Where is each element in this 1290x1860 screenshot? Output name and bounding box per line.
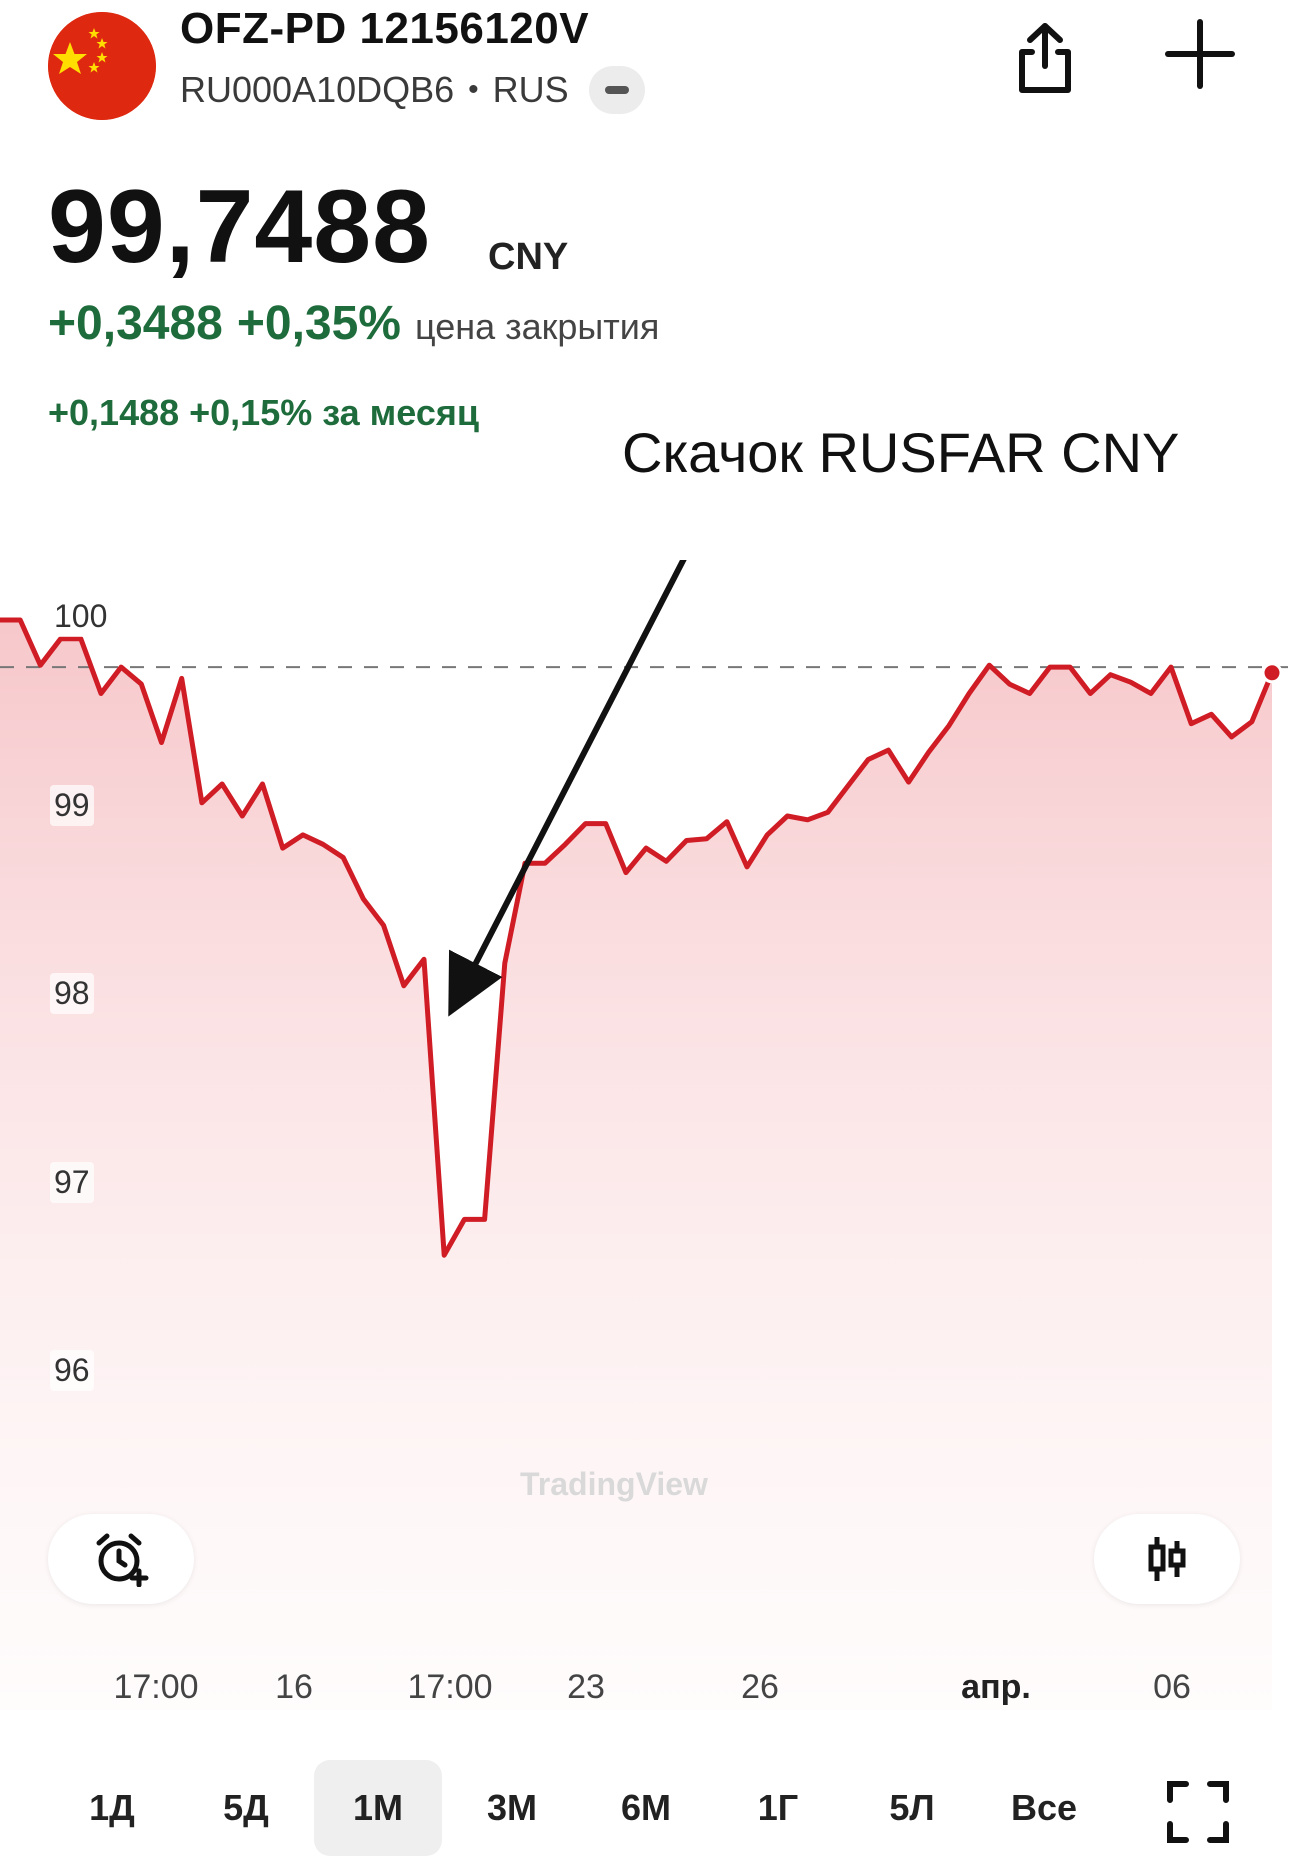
- chart-type-button[interactable]: [1094, 1514, 1240, 1604]
- tradingview-watermark: TradingView: [520, 1466, 708, 1502]
- range-tab[interactable]: 1Г: [757, 1787, 799, 1828]
- range-tab[interactable]: 6М: [620, 1787, 671, 1828]
- last-price-dot: [1261, 662, 1283, 684]
- y-tick-label: 96: [50, 1350, 94, 1391]
- share-icon[interactable]: [1010, 18, 1080, 98]
- range-tab[interactable]: Все: [1010, 1787, 1078, 1828]
- range-tab[interactable]: 5Л: [889, 1787, 935, 1828]
- x-tick-label: 23: [567, 1668, 605, 1706]
- x-tick-label: 17:00: [113, 1668, 199, 1706]
- range-tab[interactable]: 1М: [314, 1760, 442, 1856]
- chart-area-fill: [0, 620, 1272, 1710]
- instrument-title: OFZ-PD 12156120V: [180, 4, 590, 53]
- market-status-badge[interactable]: [588, 66, 645, 114]
- daily-change: +0,3488 +0,35% цена закрытия: [48, 296, 659, 351]
- y-tick-label: 99: [50, 784, 94, 826]
- month-change: +0,1488 +0,15% за месяц: [48, 392, 480, 433]
- x-tick-label: 06: [1153, 1668, 1191, 1706]
- change-absolute: +0,3488: [48, 297, 223, 350]
- x-tick-label: апр.: [961, 1668, 1031, 1706]
- price-chart[interactable]: [0, 560, 1290, 1710]
- exchange-code: RUS: [492, 69, 569, 110]
- separator-dot: •: [468, 73, 479, 106]
- x-tick-label: 26: [741, 1668, 779, 1706]
- range-tab[interactable]: 1Д: [89, 1787, 135, 1828]
- y-tick-label: 97: [50, 1161, 94, 1203]
- annotation-arrow: [448, 560, 687, 1017]
- candlestick-icon: [1148, 1537, 1186, 1581]
- plus-icon[interactable]: [1162, 16, 1238, 92]
- currency-code: CNY: [488, 236, 569, 278]
- y-tick-label: 98: [50, 973, 94, 1014]
- x-tick-label: 17:00: [407, 1668, 493, 1706]
- price-line: [0, 617, 1275, 1258]
- fullscreen-icon[interactable]: [1166, 1780, 1230, 1844]
- change-percent: +0,35%: [236, 297, 401, 350]
- change-label: цена закрытия: [414, 306, 660, 347]
- time-range-bar: 1Д 5Д 1М 3М 6М 1Г 5Л Все: [0, 1760, 1290, 1860]
- range-tab[interactable]: 3М: [486, 1787, 537, 1828]
- y-tick-label: 100: [50, 596, 112, 637]
- isin-code: RU000A10DQB6: [180, 69, 455, 110]
- x-tick-label: 16: [275, 1668, 313, 1706]
- range-tab[interactable]: 5Д: [223, 1787, 269, 1828]
- alarm-plus-icon: [96, 1533, 149, 1587]
- annotation-text: Скачок RUSFAR CNY: [622, 421, 1180, 484]
- current-price: 99,7488: [48, 169, 431, 285]
- instrument-subtitle: RU000A10DQB6 • RUS: [180, 66, 645, 114]
- add-alert-button[interactable]: [48, 1514, 194, 1604]
- china-flag-icon: [48, 12, 156, 120]
